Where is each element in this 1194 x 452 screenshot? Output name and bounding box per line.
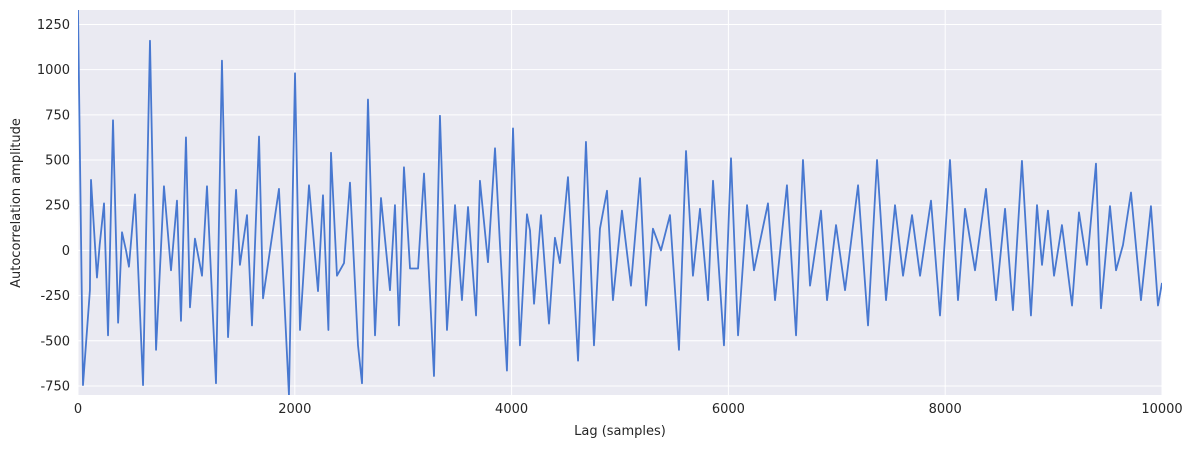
y-tick-label: 1250 xyxy=(37,18,70,33)
y-axis-label: Autocorrelation amplitude xyxy=(9,118,24,288)
y-tick-label: 500 xyxy=(45,154,70,169)
y-tick-label: 750 xyxy=(45,108,70,123)
y-tick-label: -500 xyxy=(40,334,70,349)
y-tick-label: 1000 xyxy=(37,63,70,78)
x-tick-label: 10000 xyxy=(1141,402,1182,417)
y-tick-label: -250 xyxy=(40,289,70,304)
x-tick-label: 4000 xyxy=(495,402,528,417)
y-tick-label: 250 xyxy=(45,199,70,214)
x-tick-label: 8000 xyxy=(929,402,962,417)
x-tick-label: 2000 xyxy=(278,402,311,417)
data-line xyxy=(78,10,1162,395)
x-tick-label: 0 xyxy=(74,402,82,417)
x-tick-label: 6000 xyxy=(712,402,745,417)
x-axis-label: Lag (samples) xyxy=(574,424,666,439)
y-tick-label: -750 xyxy=(40,379,70,394)
plot-background xyxy=(78,10,1162,395)
y-tick-label: 0 xyxy=(62,244,70,259)
